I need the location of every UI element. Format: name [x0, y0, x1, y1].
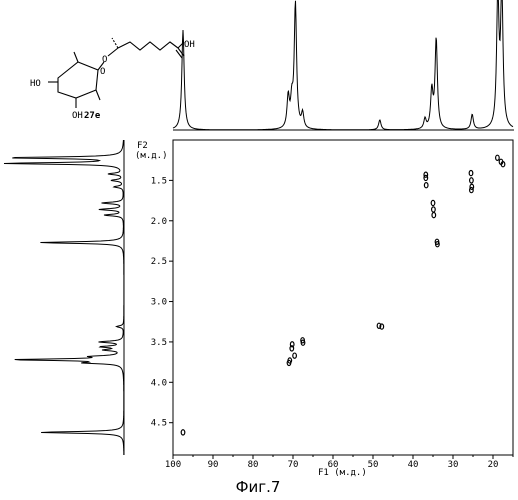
compound-label: 27e: [84, 111, 101, 121]
cross-peak: [431, 200, 435, 205]
cross-peak: [293, 353, 297, 358]
f1-projection-trace: [173, 0, 513, 130]
y-tick-label: 4.5: [151, 419, 167, 429]
pyranose-ring: [58, 62, 98, 98]
y-tick-label: 1.5: [151, 176, 167, 186]
cross-peak: [424, 183, 428, 188]
o-link-label: O: [102, 55, 107, 65]
y-tick-label: 3.0: [151, 298, 167, 308]
y-tick-label: 4.0: [151, 378, 167, 388]
x-tick-label: 100: [165, 460, 181, 470]
cross-peak: [496, 155, 500, 160]
cross-peak: [424, 175, 428, 180]
cross-peak: [432, 213, 436, 218]
figure-caption: Фиг.7: [236, 478, 281, 496]
oh-top-label: OH: [184, 40, 195, 50]
x-tick-label: 50: [368, 460, 379, 470]
x-tick-label: 40: [408, 460, 419, 470]
ho-left-label: HO: [30, 79, 41, 89]
x-axis-label: F1 (м.д.): [318, 468, 367, 478]
y-tick-label: 3.5: [151, 338, 167, 348]
x-tick-label: 90: [208, 460, 219, 470]
f2-projection-trace: [4, 140, 124, 455]
cross-peak: [181, 430, 185, 435]
x-tick-label: 20: [488, 460, 499, 470]
y-tick-label: 2.0: [151, 217, 167, 227]
cross-peaks: [181, 155, 505, 435]
oh-bottom-label: OH: [72, 111, 83, 121]
cross-peak: [470, 178, 474, 183]
x-tick-label: 80: [248, 460, 259, 470]
o-ring-label: O: [100, 67, 105, 77]
plot-frame: [173, 140, 513, 455]
cross-peak: [380, 324, 384, 329]
x-tick-label: 70: [288, 460, 299, 470]
y-axis-ticks: 1.5 2.0 2.5 3.0 3.5 4.0 4.5: [151, 176, 173, 428]
y-axis-label: F2 (м.д.): [135, 141, 168, 161]
cross-peak: [432, 207, 436, 212]
f1-projection: [173, 0, 514, 130]
f2-projection: [4, 140, 124, 455]
cross-peak: [469, 171, 473, 176]
cross-peak: [470, 187, 474, 192]
x-tick-label: 30: [448, 460, 459, 470]
y-tick-label: 2.5: [151, 257, 167, 267]
molecule-structure: [48, 38, 184, 108]
